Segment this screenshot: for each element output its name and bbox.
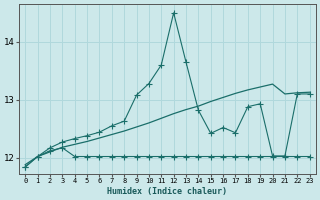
X-axis label: Humidex (Indice chaleur): Humidex (Indice chaleur) [108,187,228,196]
